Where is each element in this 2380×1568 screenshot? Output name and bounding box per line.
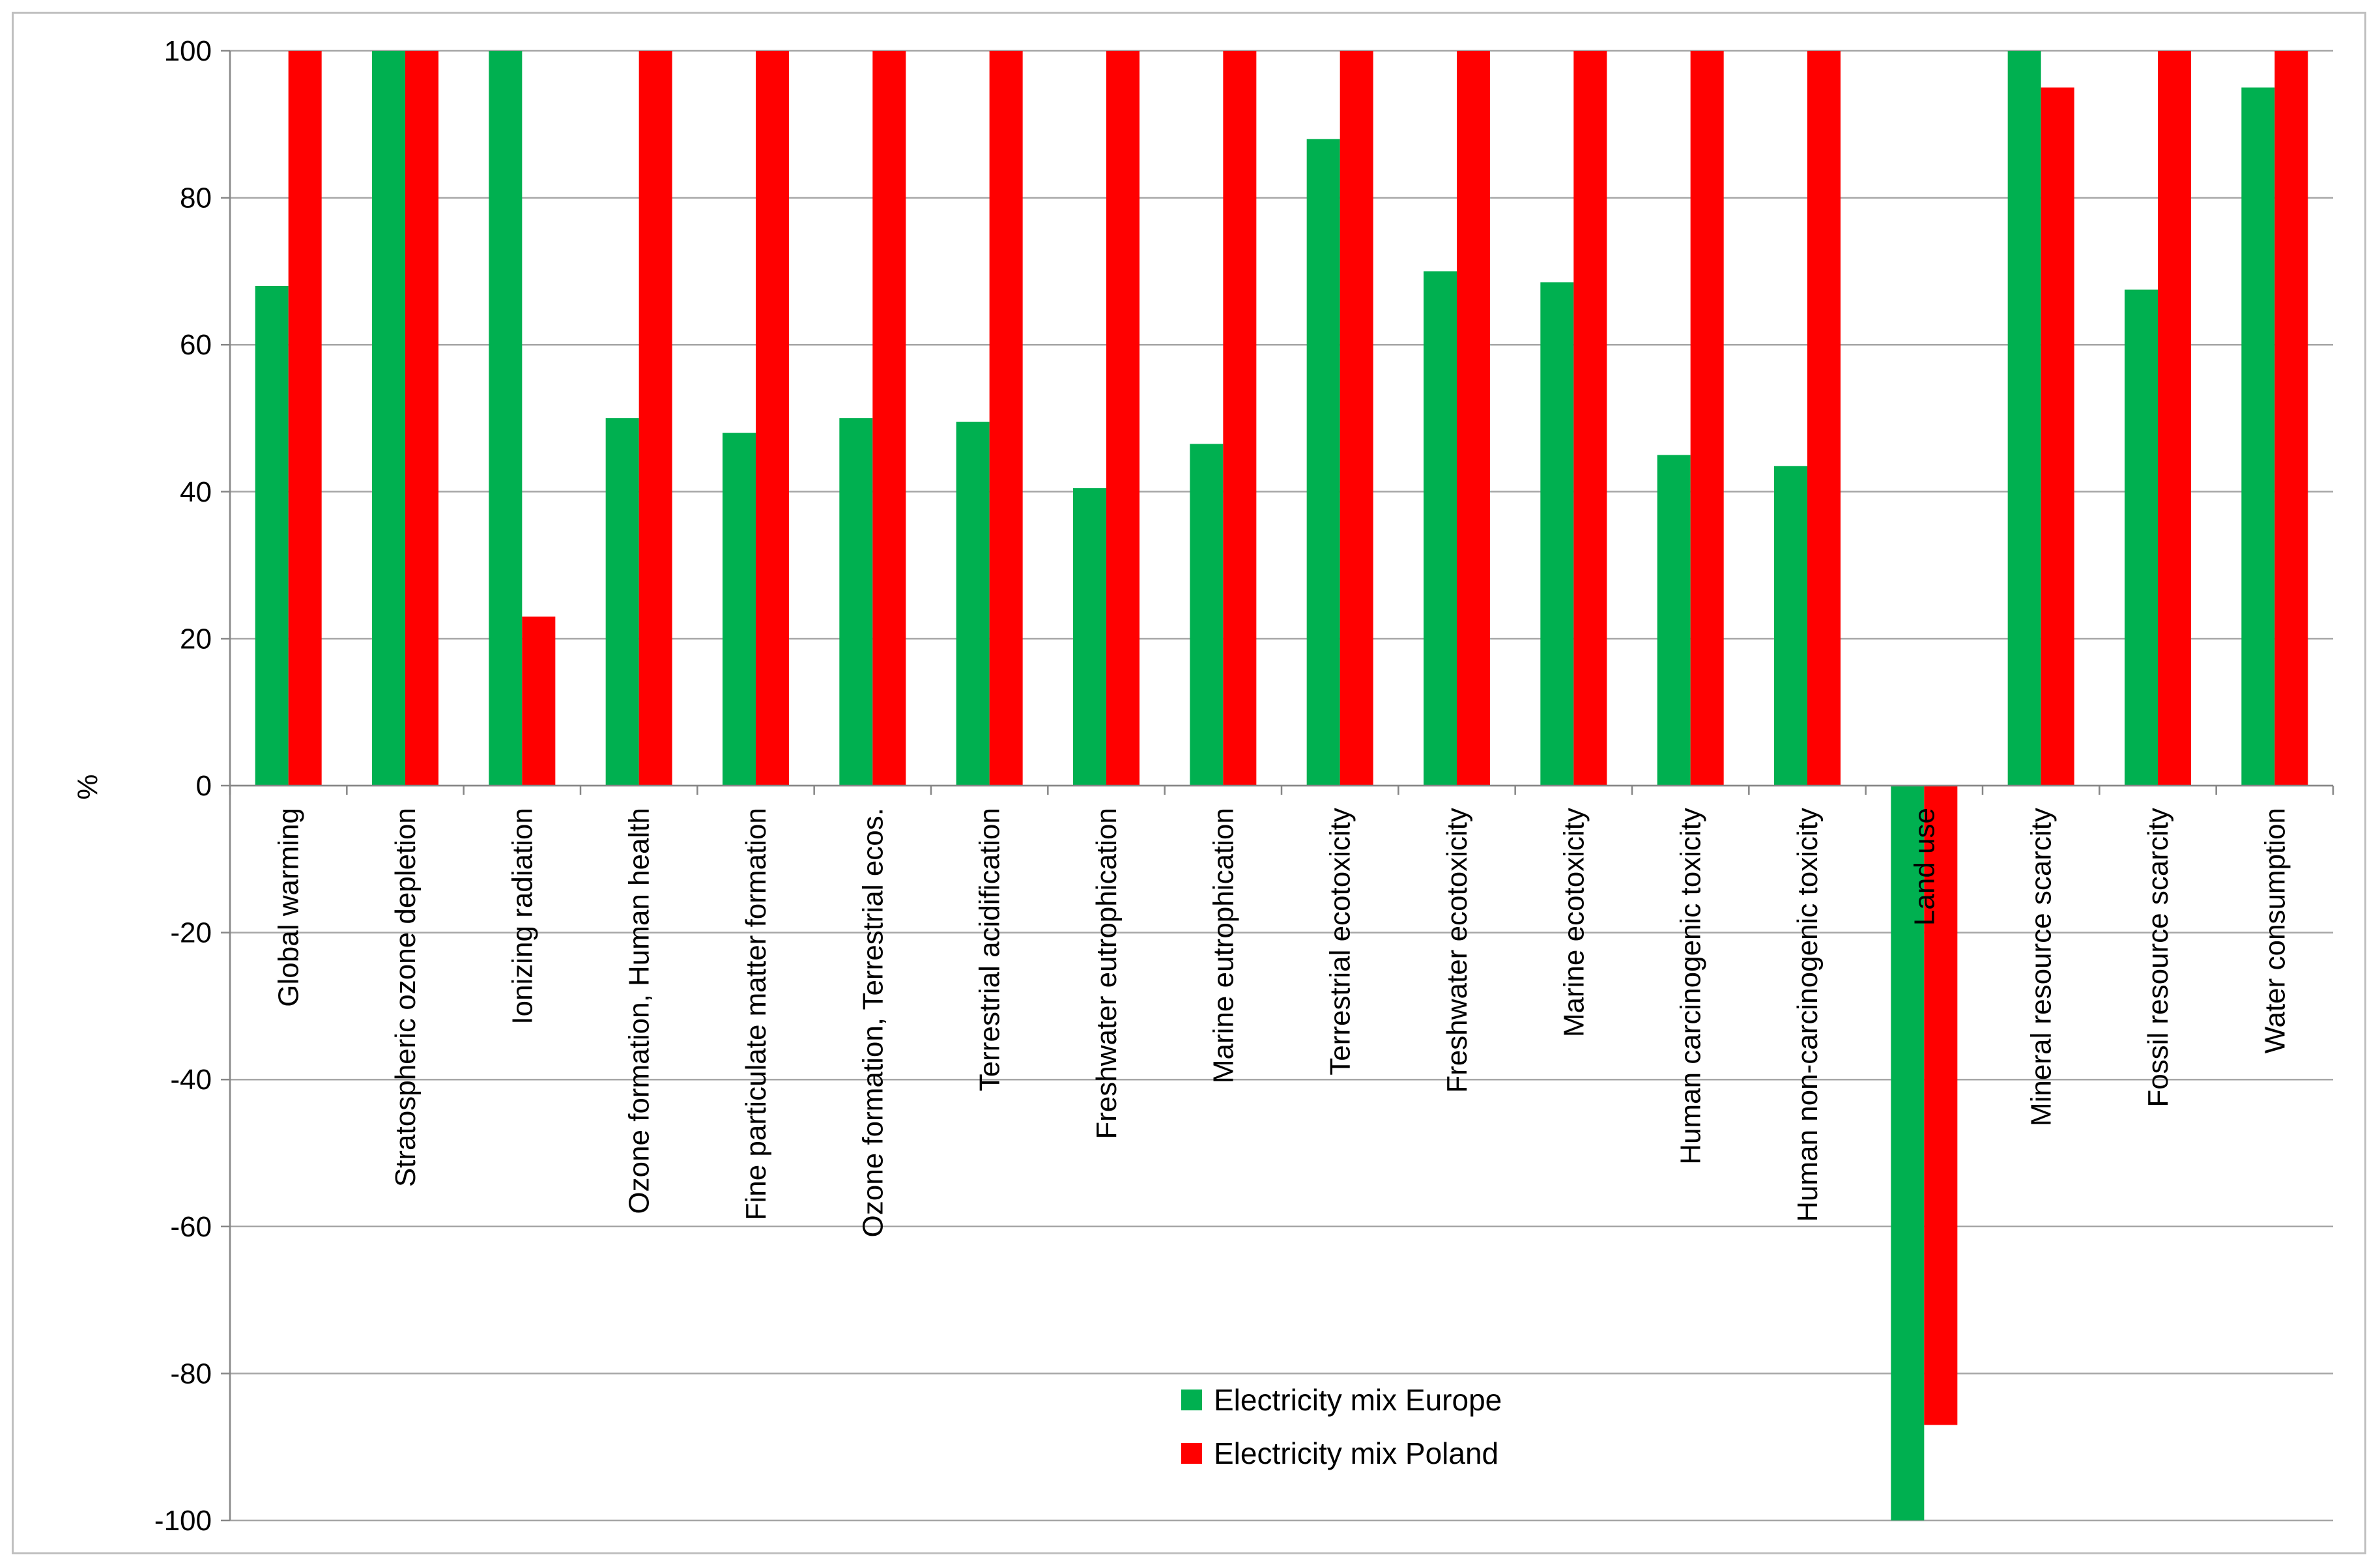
category-label: Global warming: [273, 808, 305, 1007]
category-label: Water consumption: [2259, 808, 2291, 1053]
bar-europe-13: [1657, 455, 1691, 786]
category-label: Stratospheric ozone depletion: [390, 808, 422, 1187]
legend: Electricity mix Europe Electricity mix Po…: [1181, 1383, 1502, 1470]
axes: [221, 50, 2334, 1522]
y-tick-label: 60: [180, 329, 212, 361]
y-tick-label: -40: [170, 1064, 212, 1096]
bar-europe-9: [1190, 444, 1224, 786]
y-axis-label: %: [72, 774, 104, 799]
y-tick-label: -100: [154, 1505, 212, 1537]
bar-poland-8: [1106, 51, 1140, 786]
bar-poland-12: [1573, 51, 1607, 786]
bar-poland-6: [872, 51, 906, 786]
bar-europe-18: [2241, 87, 2275, 786]
bar-europe-16: [2007, 51, 2041, 786]
bar-chart: 100 80 60 40 20 0 -20 -40 -60 -80 -100 Global warm…: [72, 35, 2334, 1537]
category-label: Marine eutrophication: [1207, 808, 1239, 1083]
category-label: Freshwater ecotoxicity: [1441, 808, 1473, 1093]
category-label: Human carcinogenic toxicity: [1675, 808, 1707, 1165]
category-label: Terrestrial acidification: [974, 808, 1006, 1091]
legend-swatch-europe: [1181, 1390, 1202, 1410]
category-label: Mineral resource scarcity: [2026, 808, 2057, 1126]
bar-europe-11: [1424, 271, 1457, 786]
bar-poland-11: [1457, 51, 1490, 786]
bar-poland-17: [2158, 51, 2191, 786]
bar-europe-1: [255, 285, 289, 786]
bars: [255, 51, 2308, 1520]
bar-poland-4: [638, 51, 672, 786]
bar-poland-7: [989, 51, 1023, 786]
legend-label-poland: Electricity mix Poland: [1214, 1436, 1498, 1470]
bar-poland-1: [288, 51, 322, 786]
bar-europe-6: [839, 418, 873, 786]
category-label: Marine ecotoxicity: [1558, 808, 1590, 1037]
y-tick-label: 80: [180, 182, 212, 214]
bar-poland-5: [756, 51, 789, 786]
bar-europe-7: [956, 421, 990, 786]
bar-poland-3: [522, 616, 556, 786]
category-label: Ionizing radiation: [506, 808, 538, 1025]
bar-europe-15: [1891, 786, 1925, 1520]
category-label: Ozone formation, Terrestrial ecos.: [857, 808, 889, 1237]
category-labels: Global warming Stratospheric ozone deplet…: [273, 808, 2291, 1237]
category-label: Land use: [1908, 808, 1940, 926]
y-tick-label: -60: [170, 1211, 212, 1243]
bar-europe-14: [1774, 466, 1807, 786]
bar-europe-10: [1306, 139, 1340, 786]
y-tick-label: 0: [196, 770, 212, 802]
category-label: Terrestrial ecotoxicity: [1325, 808, 1356, 1076]
category-label: Fine particulate matter formation: [740, 808, 772, 1220]
bar-poland-10: [1340, 51, 1373, 786]
legend-label-europe: Electricity mix Europe: [1214, 1383, 1502, 1417]
bar-europe-2: [372, 51, 405, 786]
category-label: Fossil resource scarcity: [2142, 808, 2174, 1107]
bar-poland-2: [405, 51, 438, 786]
bar-europe-4: [605, 418, 639, 786]
y-tick-label: 40: [180, 476, 212, 508]
bar-europe-8: [1073, 488, 1106, 786]
y-tick-label: 100: [164, 35, 212, 67]
bar-europe-3: [489, 51, 523, 786]
y-tick-label: -80: [170, 1358, 212, 1390]
category-label: Freshwater eutrophication: [1091, 808, 1123, 1139]
legend-swatch-poland: [1181, 1443, 1202, 1464]
bar-poland-15: [1924, 786, 1958, 1425]
category-label: Ozone formation, Human health: [624, 808, 655, 1214]
y-tick-labels: 100 80 60 40 20 0 -20 -40 -60 -80 -100: [154, 35, 212, 1537]
y-tick-label: -20: [170, 917, 212, 949]
bar-europe-17: [2125, 289, 2158, 786]
y-tick-label: 20: [180, 623, 212, 655]
bar-poland-18: [2274, 51, 2308, 786]
bar-poland-9: [1223, 51, 1257, 786]
bar-europe-12: [1540, 282, 1574, 786]
chart-frame: 100 80 60 40 20 0 -20 -40 -60 -80 -100 Global warm…: [12, 12, 2366, 1554]
bar-europe-5: [723, 433, 756, 786]
bar-poland-16: [2041, 87, 2074, 786]
bar-poland-13: [1690, 51, 1724, 786]
bar-poland-14: [1807, 51, 1841, 786]
category-label: Human non-carcinogenic toxicity: [1792, 808, 1824, 1222]
